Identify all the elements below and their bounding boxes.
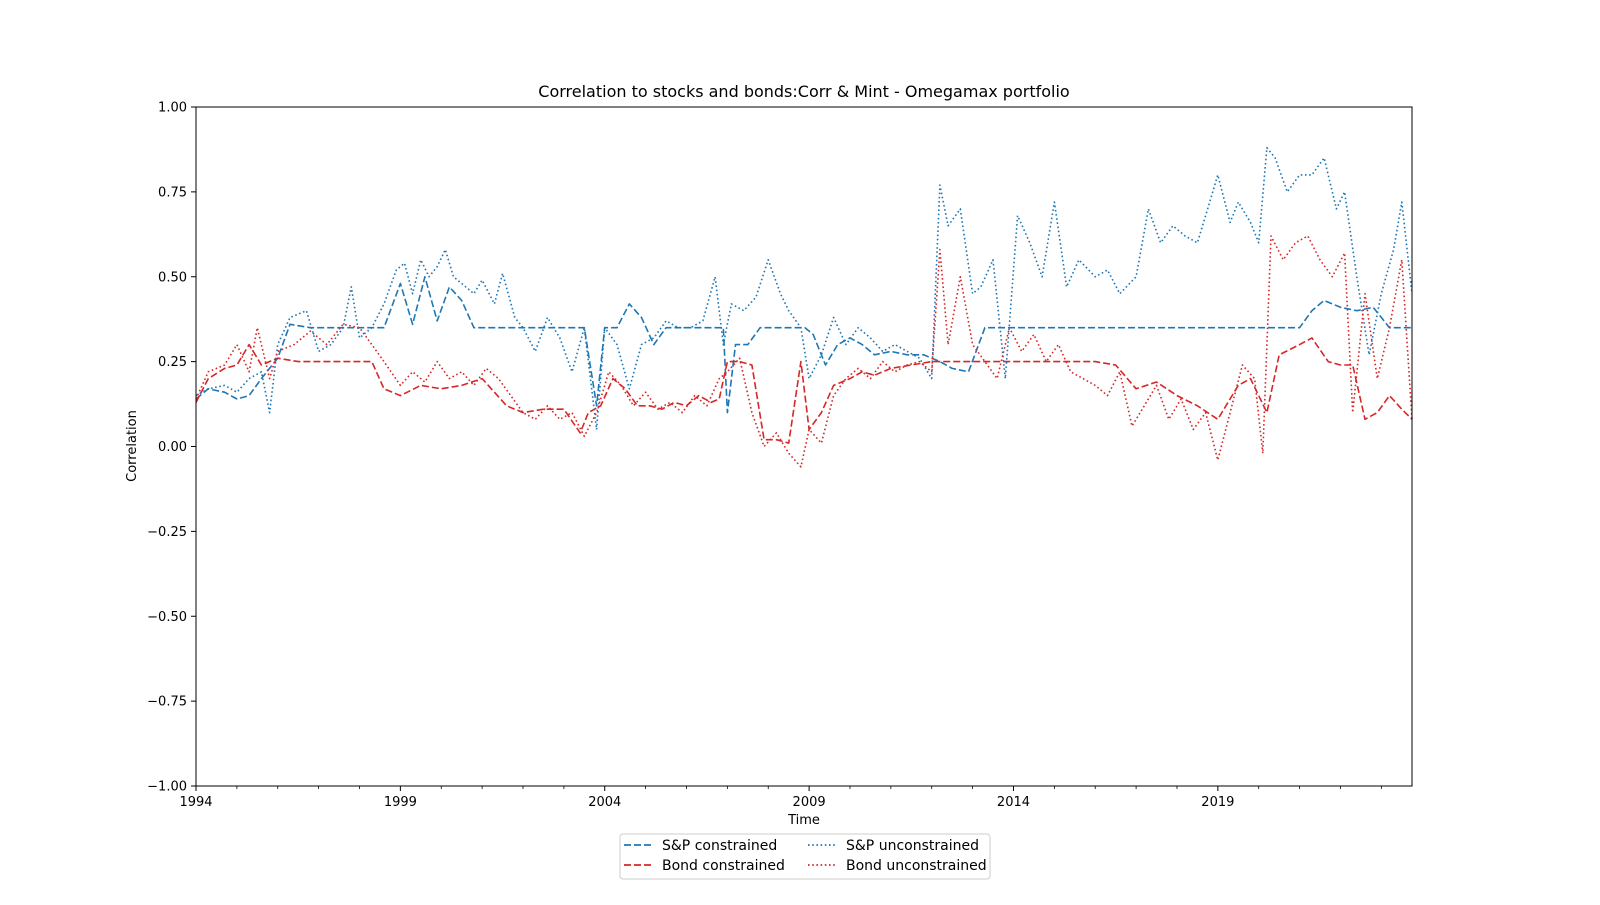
y-tick-label: 0.75 [158, 185, 187, 200]
y-axis: −1.00 −0.75 −0.50 −0.25 0.00 0.25 0.50 0.75 1.00 [147, 101, 196, 795]
series-line-sp-unconstrained [195, 146, 1413, 431]
x-axis-label: Time [787, 813, 820, 828]
y-tick-label: 0.00 [158, 440, 187, 455]
y-tick-label: 0.25 [158, 355, 187, 370]
x-tick-label: 2009 [793, 795, 826, 810]
legend-label-bond-constrained: Bond constrained [662, 858, 785, 874]
y-tick-label: −0.75 [147, 695, 187, 710]
series-line-bond-constrained [195, 337, 1413, 444]
x-tick-label: 2019 [1201, 795, 1234, 810]
legend: S&P constrained Bond constrained S&P uncon… [619, 833, 991, 880]
legend-label-bond-unconstrained: Bond unconstrained [846, 858, 987, 874]
legend-box [619, 833, 991, 880]
legend-label-sp-constrained: S&P constrained [662, 838, 777, 854]
x-tick-label: 1999 [384, 795, 417, 810]
y-tick-label: 0.50 [158, 270, 187, 285]
plot-series [195, 146, 1413, 468]
y-axis-label: Correlation [125, 410, 140, 482]
x-tick-label: 2004 [588, 795, 621, 810]
chart-title: Correlation to stocks and bonds:Corr & M… [538, 82, 1069, 101]
series-line-bond-unconstrained [195, 235, 1413, 468]
x-tick-label: 2014 [997, 795, 1030, 810]
legend-label-sp-unconstrained: S&P unconstrained [846, 838, 979, 854]
x-axis: 1994 1999 2004 2009 2014 2019 [179, 786, 1382, 810]
series-line-sp-constrained [195, 275, 1412, 414]
plot-frame [195, 106, 1413, 787]
y-tick-label: −0.25 [147, 525, 187, 540]
y-tick-label: 1.00 [158, 101, 187, 116]
x-tick-label: 1994 [179, 795, 212, 810]
y-tick-label: −0.50 [147, 610, 187, 625]
y-tick-label: −1.00 [147, 780, 187, 795]
